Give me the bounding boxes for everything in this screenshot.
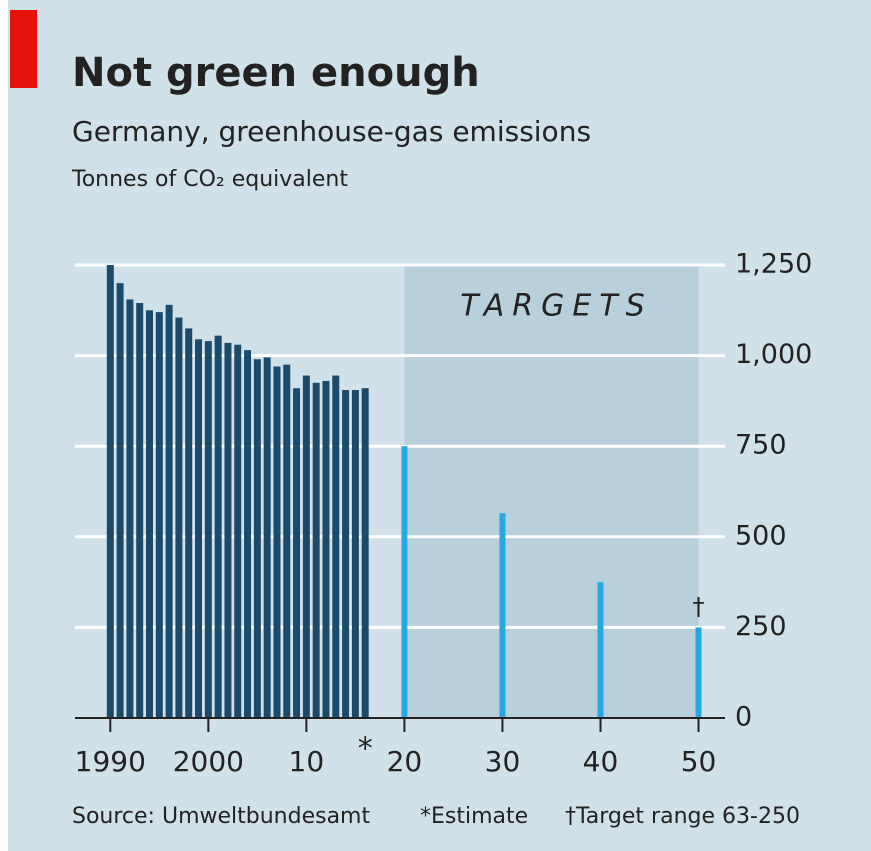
bar bbox=[214, 335, 222, 718]
note: †Target range 63-250 bbox=[565, 804, 800, 829]
bar bbox=[499, 513, 506, 718]
target-label: TARGETS bbox=[460, 289, 653, 324]
x-tick-label: 2000 bbox=[173, 745, 244, 778]
y-tick-label: 1,250 bbox=[735, 249, 812, 280]
x-tick-label: 30 bbox=[485, 745, 521, 778]
bar bbox=[253, 359, 261, 718]
x-tick-label: 40 bbox=[583, 745, 619, 778]
bar bbox=[146, 310, 154, 718]
bar bbox=[322, 380, 330, 718]
bar bbox=[283, 364, 291, 718]
bar bbox=[126, 299, 134, 718]
bar bbox=[263, 357, 271, 718]
bar bbox=[695, 627, 702, 718]
bar bbox=[224, 342, 232, 718]
bar bbox=[351, 390, 359, 718]
chart-title: Not green enough bbox=[72, 50, 480, 96]
bar bbox=[401, 446, 408, 718]
bar bbox=[204, 341, 212, 718]
bar bbox=[185, 328, 193, 718]
red-tag bbox=[10, 10, 37, 88]
x-tick-label: 20 bbox=[387, 745, 423, 778]
source: Source: Umweltbundesamt bbox=[72, 804, 370, 829]
bar bbox=[597, 582, 604, 718]
x-tick-label: 50 bbox=[681, 745, 717, 778]
bar bbox=[361, 388, 369, 718]
bar bbox=[244, 350, 252, 718]
bar bbox=[273, 366, 281, 718]
bar bbox=[175, 317, 183, 718]
note: *Estimate bbox=[420, 804, 528, 829]
bar bbox=[136, 303, 144, 718]
estimate-marker: * bbox=[358, 732, 373, 767]
bar bbox=[116, 283, 124, 718]
y-tick-label: 750 bbox=[735, 430, 787, 461]
y-tick-label: 500 bbox=[735, 520, 787, 551]
bar bbox=[195, 339, 203, 718]
bar bbox=[342, 390, 350, 718]
bar bbox=[293, 388, 301, 718]
target-region bbox=[404, 265, 699, 718]
y-tick-label: 0 bbox=[735, 702, 752, 733]
bar bbox=[165, 304, 173, 718]
bar bbox=[312, 382, 320, 718]
bar bbox=[106, 265, 114, 718]
y-tick-label: 250 bbox=[735, 611, 787, 642]
unit-label: Tonnes of CO₂ equivalent bbox=[71, 167, 348, 192]
bar bbox=[332, 375, 340, 718]
x-tick-label: 1990 bbox=[75, 745, 146, 778]
bar bbox=[234, 344, 242, 718]
x-tick-label: 10 bbox=[289, 745, 325, 778]
dagger-marker: † bbox=[693, 592, 705, 620]
y-tick-label: 1,000 bbox=[735, 339, 812, 370]
bar bbox=[302, 375, 310, 718]
bar bbox=[155, 312, 163, 718]
subtitle: Germany, greenhouse-gas emissions bbox=[72, 115, 591, 148]
